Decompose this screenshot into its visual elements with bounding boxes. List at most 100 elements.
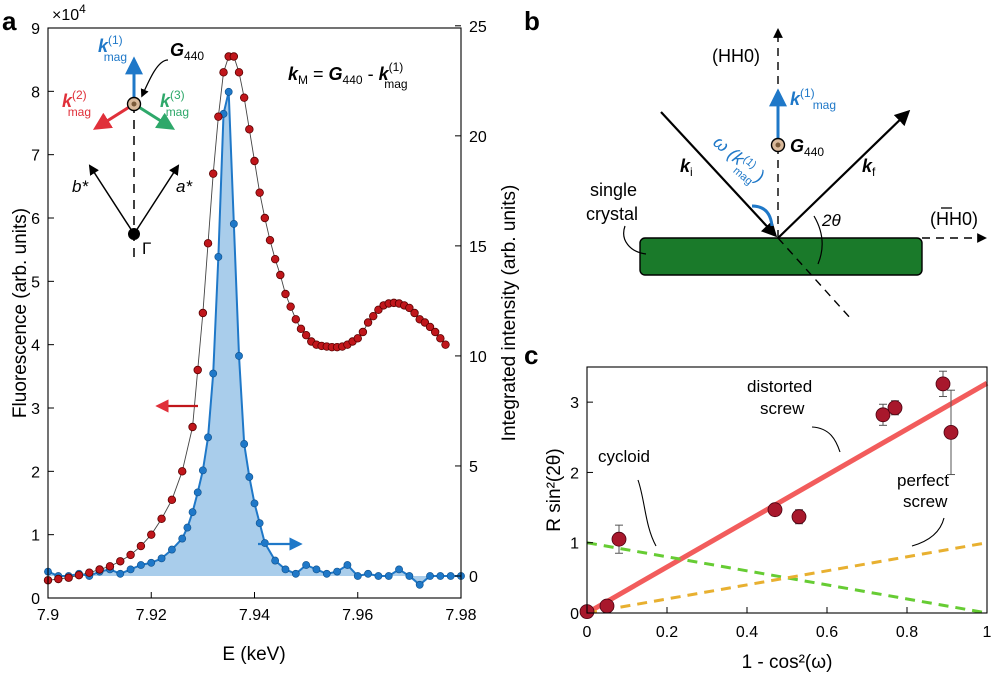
single-label: single [590,180,637,200]
x-tick-label: 7.92 [136,607,167,624]
fluorescence-point [188,422,197,432]
c-x-tick-label: 1 [983,624,992,641]
integrated-point [384,572,393,580]
y-tick-label: 5 [31,274,40,291]
fluorescence-point [410,308,419,318]
x-tick-label: 7.98 [445,607,476,624]
fluorescence-point [250,156,259,166]
fluorescence-point [64,573,73,582]
integrated-point [364,569,372,578]
panel-c-model-lines [585,380,989,616]
integrated-point [126,565,135,574]
y-tick-label: 7 [31,148,40,165]
fluorescence-point [291,315,300,324]
panel-a-y2-ticks: 0 5 10 15 20 25 [455,19,487,586]
c-y-tick-label: 1 [570,536,579,553]
y-exponent: ×104 [52,2,86,24]
perfect-pointer [911,517,945,547]
g440-point-center [131,101,137,107]
integrated-point [245,473,254,481]
kmag-label-b: k(1) mag [790,86,836,112]
integrated-point [374,572,383,580]
panel-a-chart: 7.9 7.92 7.94 7.96 7.98 0 1 2 3 4 5 6 7 8 9 0 5 10 15 20 2… [10,2,520,665]
fluorescence-point [219,68,228,77]
integrated-point [157,554,166,563]
integrated-point [183,523,192,532]
c-x-tick-label: 0.4 [736,624,758,641]
fluorescence-point [198,308,208,318]
distorted-label-1: distorted [747,377,812,396]
fluorescence-point [405,303,414,313]
panel-a-x-ticks: 7.9 7.92 7.94 7.96 7.98 [37,592,477,624]
y2-tick-label: 25 [469,19,487,36]
fluorescence-point [245,125,254,134]
kf-label: kf [862,156,876,179]
reciprocal-lattice-inset: k(1) mag k(2) mag k(3) mag G440 b* a* Γ [62,33,204,262]
hbar-label: (HH0) [930,209,978,229]
fluorescence-point [157,514,166,524]
fluorescence-point [178,467,187,476]
fluorescence-point [296,324,306,334]
fluorescence-point [430,327,440,337]
k2-arrow [92,102,135,130]
data-point [875,407,891,423]
fluorescence-point [105,562,115,571]
crystal-label: crystal [586,204,638,224]
kf-arrow [777,109,911,239]
integrated-point [235,352,243,360]
y-tick-label: 2 [31,464,40,481]
fluorescence-point [85,568,94,577]
data-point [611,531,627,547]
y2-tick-label: 20 [469,129,487,146]
scattering-geometry-diagram: (HH0) (HH0) k(1) mag G440 ki kf ω (k(1)ma… [586,28,987,321]
data-point [791,509,807,525]
panel-a-y2label: Integrated intensity (arb. units) [499,185,520,442]
x-tick-label: 7.9 [37,607,59,624]
y2-tick-label: 5 [469,459,478,476]
integrated-point [291,569,300,578]
distorted-pointer [811,426,841,453]
panel-c-ylabel: R sin²(2θ) [544,448,565,531]
integrated-point [343,561,352,569]
fluorescence-point [358,327,368,337]
omega-arc [751,204,774,227]
fluorescence-point [234,68,244,77]
integrated-point [209,369,218,378]
cycloid-label: cycloid [598,447,650,466]
fluorescence-point [208,169,218,178]
panel-a-ylabel: Fluorescence (arb. units) [10,208,31,418]
c-y-tick-label: 3 [570,395,579,412]
astar-arrow [133,164,180,235]
omega-label: ω (k(1)mag) [705,132,769,192]
perfect-label-1: perfect [897,471,949,490]
integrated-point [198,466,207,475]
integrated-point [415,580,424,589]
data-point [599,598,615,614]
fluorescence-point [281,289,290,299]
integrated-point [405,572,414,580]
distorted-screw-line [585,380,989,616]
fluorescence-point [136,541,146,551]
integrated-point [147,558,156,567]
fluorescence-point [214,112,223,121]
integrated-point [322,569,331,578]
cycloid-pointer [637,479,657,547]
panel-c-xlabel: 1 - cos²(ω) [742,652,833,673]
integrated-point [255,519,264,528]
two-theta-label: 2θ [821,211,841,230]
perfect-label-2: screw [903,492,948,511]
c-y-tick-label: 2 [570,465,579,482]
c-x-tick-label: 0 [583,624,592,641]
astar-label: a* [176,177,193,196]
y2-tick-label: 0 [469,569,478,586]
k3-arrow [133,102,176,130]
integrated-point [302,561,311,569]
x-tick-label: 7.96 [342,607,373,624]
c-x-tick-label: 0.6 [816,624,838,641]
y-tick-label: 8 [31,84,40,101]
integrated-point [167,545,176,554]
crystal-pointer [623,225,647,255]
ki-arrow [660,111,778,238]
panel-c-axes-box [586,366,988,614]
